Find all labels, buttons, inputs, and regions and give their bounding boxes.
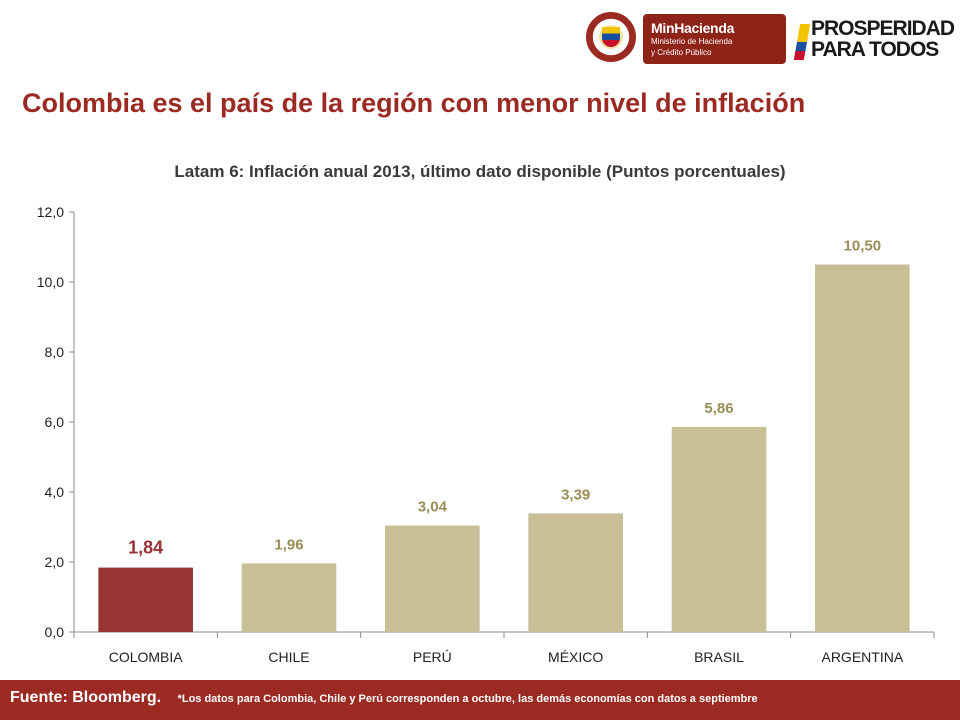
minhacienda-logo: MinHacienda Ministerio de Hacienda y Cré… — [643, 14, 786, 64]
page-headline: Colombia es el país de la región con men… — [22, 88, 806, 118]
prosperidad-logo: PROSPERIDAD PARA TODOS — [811, 17, 955, 61]
republic-seal-logo — [586, 12, 636, 62]
bar-argentina — [815, 264, 910, 632]
data-label: 10,50 — [844, 238, 882, 255]
data-label: 1,96 — [274, 536, 303, 553]
flag-stripes-icon — [793, 24, 811, 60]
y-tick-label: 8,0 — [45, 344, 65, 360]
y-tick-label: 4,0 — [45, 484, 65, 500]
footer-source: Fuente: Bloomberg. — [10, 689, 162, 706]
prosperidad-line2: PARA TODOS — [811, 38, 939, 61]
shield-icon — [602, 27, 620, 47]
bar-perú — [385, 525, 480, 632]
minhacienda-subtitle-2: y Crédito Público — [651, 48, 712, 57]
data-label: 5,86 — [704, 400, 733, 417]
y-tick-label: 10,0 — [37, 274, 64, 290]
x-tick-label: COLOMBIA — [109, 649, 184, 665]
chart-title: Latam 6: Inflación anual 2013, último da… — [174, 162, 786, 181]
x-tick-label: PERÚ — [413, 649, 452, 665]
bar-brasil — [671, 426, 767, 632]
y-tick-label: 6,0 — [45, 414, 65, 430]
x-tick-label: CHILE — [268, 649, 309, 665]
footer-note: *Los datos para Colombia, Chile y Perú c… — [177, 693, 758, 705]
bar-colombia — [98, 567, 193, 632]
bar-chile — [241, 563, 337, 632]
prosperidad-line1: PROSPERIDAD — [811, 17, 955, 40]
inflation-bar-chart: 0,0 2,0 4,0 6,0 8,0 10,0 12,0 1,84 COLOMBIA 1,96 C… — [37, 204, 935, 665]
x-tick-label: BRASIL — [694, 649, 744, 665]
footer-bar: Fuente: Bloomberg. *Los datos para Colom… — [0, 680, 960, 720]
data-label: 3,04 — [418, 499, 448, 516]
y-tick-label: 2,0 — [45, 554, 65, 570]
y-tick-label: 12,0 — [37, 204, 64, 220]
minhacienda-title: MinHacienda — [651, 20, 735, 36]
y-tick-label: 0,0 — [45, 624, 65, 640]
bar-méxico — [528, 513, 623, 632]
x-tick-label: MÉXICO — [548, 649, 603, 665]
minhacienda-subtitle-1: Ministerio de Hacienda — [651, 37, 733, 46]
data-label: 3,39 — [561, 486, 590, 503]
data-label: 1,84 — [128, 538, 163, 558]
x-tick-label: ARGENTINA — [821, 649, 903, 665]
